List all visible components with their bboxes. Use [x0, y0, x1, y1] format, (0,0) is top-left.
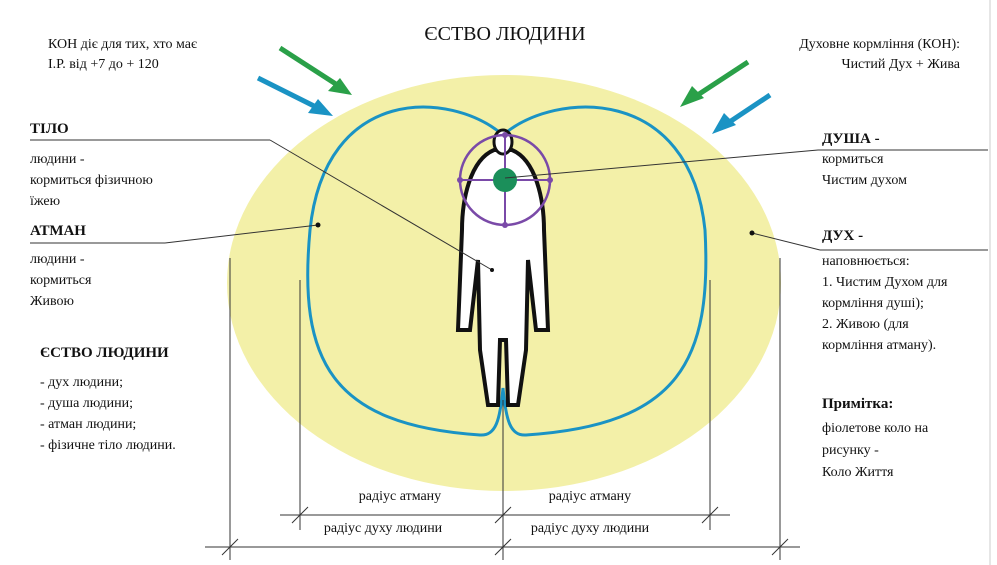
- title: ЄСТВО ЛЮДИНИ: [424, 23, 585, 45]
- text-line: 2. Живою (для: [822, 317, 909, 332]
- text-line: Чистим духом: [822, 173, 907, 188]
- text-line: Коло Життя: [822, 465, 894, 480]
- heading: Примітка:: [822, 396, 893, 412]
- text-line: кормління атману).: [822, 338, 936, 353]
- dimension-label: радіус атману: [549, 489, 631, 504]
- heading: ДУХ -: [822, 228, 863, 244]
- dimension-label: радіус атману: [359, 489, 441, 504]
- text-line: - фізичне тіло людини.: [40, 438, 176, 453]
- diagram: ЄСТВО ЛЮДИНИ КОН діє для тих, хто має І.Р.…: [0, 0, 997, 565]
- text-line: - дух людини;: [40, 375, 123, 390]
- spirit-dot: [750, 231, 755, 236]
- atman-dot: [316, 223, 321, 228]
- text-line: Живою: [30, 294, 74, 309]
- body-dot: [490, 268, 494, 272]
- text-line: - атман людини;: [40, 417, 136, 432]
- heading: ТІЛО: [30, 121, 69, 137]
- text-line: І.Р. від +7 до + 120: [48, 57, 159, 72]
- text-line: людини -: [30, 152, 85, 167]
- heading: ДУША -: [822, 131, 880, 147]
- text-line: фіолетове коло на: [822, 421, 929, 436]
- text-line: 1. Чистим Духом для: [822, 275, 948, 290]
- text-line: людини -: [30, 252, 85, 267]
- text-line: наповнюється:: [822, 254, 910, 269]
- text-line: КОН діє для тих, хто має: [48, 37, 197, 52]
- dimension-label: радіус духу людини: [531, 521, 650, 536]
- heading: ЄСТВО ЛЮДИНИ: [40, 345, 169, 361]
- text-line: рисунку -: [822, 443, 879, 458]
- soul-core: [493, 168, 517, 192]
- text-line: Духовне кормління (КОН):: [799, 37, 960, 52]
- text-line: Чистий Дух + Жива: [841, 57, 960, 72]
- heading: АТМАН: [30, 223, 86, 239]
- text-line: кормиться: [822, 152, 884, 167]
- text-line: їжею: [30, 194, 60, 209]
- text-line: кормиться: [30, 273, 92, 288]
- dimension-label: радіус духу людини: [324, 521, 443, 536]
- text-line: кормління душі);: [822, 296, 924, 311]
- text-line: кормиться фізичною: [30, 173, 153, 188]
- text-line: - душа людини;: [40, 396, 133, 411]
